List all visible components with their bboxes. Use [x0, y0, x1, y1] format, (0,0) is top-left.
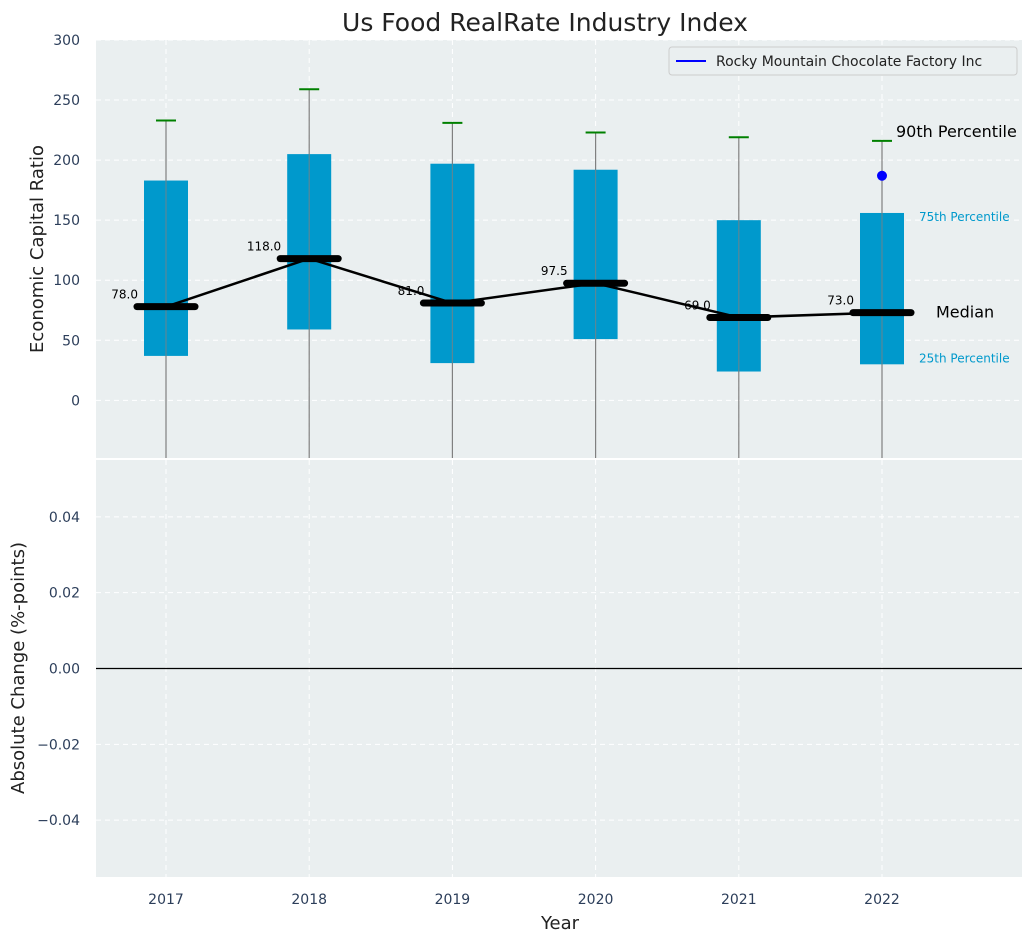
chart-title: Us Food RealRate Industry Index — [342, 8, 748, 37]
x-tick-label: 2022 — [864, 892, 900, 908]
bottom-y-tick-label: 0.00 — [49, 662, 80, 678]
median-value-label: 118.0 — [247, 240, 281, 254]
annotation-90th: 90th Percentile — [896, 122, 1017, 141]
median-value-label: 97.5 — [541, 264, 568, 278]
legend-box — [668, 46, 1018, 76]
legend-label: Rocky Mountain Chocolate Factory Inc — [716, 54, 982, 70]
bottom-y-axis-label: Absolute Change (%-points) — [8, 542, 29, 794]
median-value-label: 81.0 — [398, 284, 425, 298]
top-y-tick-label: 100 — [53, 273, 80, 289]
median-value-label: 73.0 — [827, 294, 854, 308]
top-y-tick-label: 200 — [53, 153, 80, 169]
median-value-label: 69.0 — [684, 298, 711, 312]
top-y-tick-label: 0 — [71, 393, 80, 409]
company-point — [877, 170, 887, 181]
x-tick-label: 2019 — [435, 892, 471, 908]
bottom-y-tick-label: 0.04 — [49, 510, 80, 526]
x-tick-label: 2021 — [721, 892, 757, 908]
bottom-y-tick-label: 0.02 — [49, 586, 80, 602]
x-axis-label: Year — [540, 913, 580, 934]
top-y-tick-label: 50 — [62, 333, 80, 349]
top-y-tick-label: 300 — [53, 33, 80, 49]
top-y-tick-label: 250 — [53, 93, 80, 109]
annotation-25th: 25th Percentile — [919, 351, 1010, 365]
x-tick-label: 2018 — [291, 892, 327, 908]
bottom-y-tick-label: −0.02 — [37, 737, 80, 753]
bottom-y-tick-label: −0.04 — [37, 813, 80, 829]
x-tick-label: 2020 — [578, 892, 614, 908]
top-y-tick-label: 150 — [53, 213, 80, 229]
x-tick-label: 2017 — [148, 892, 184, 908]
median-value-label: 78.0 — [111, 288, 138, 302]
annotation-median: Median — [936, 303, 994, 322]
annotation-75th: 75th Percentile — [919, 210, 1010, 224]
top-y-axis-label: Economic Capital Ratio — [27, 145, 48, 353]
